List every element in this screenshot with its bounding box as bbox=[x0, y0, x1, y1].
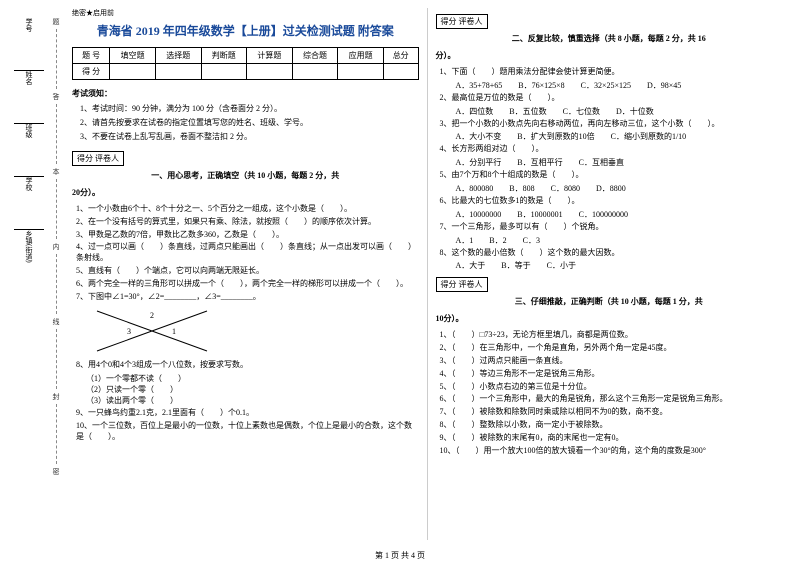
question: 3、（ ）过两点只能画一条直线。 bbox=[440, 356, 783, 367]
score-table: 题 号 填空题 选择题 判断题 计算题 综合题 应用题 总分 得 分 bbox=[72, 47, 419, 80]
section-3-tail: 10分）。 bbox=[436, 313, 783, 324]
question: 5、直线有（ ）个端点，它可以向两端无限延长。 bbox=[76, 266, 419, 277]
notice-heading: 考试须知： bbox=[72, 88, 419, 99]
options: A．分别平行 B．互相平行 C．互相垂直 bbox=[456, 157, 783, 168]
score-mini-box: 得分 评卷人 bbox=[436, 14, 488, 29]
gutter-label: 班级 bbox=[24, 124, 34, 138]
question: 3、把一个小数的小数点先向右移动两位，再向左移动三位，这个小数（ ）。 bbox=[440, 119, 783, 130]
angle-diagram: 3 2 1 bbox=[92, 306, 212, 356]
score-mini-box: 得分 评卷人 bbox=[72, 151, 124, 166]
section-1-title: 一、用心思考，正确填空（共 10 小题，每题 2 分，共 bbox=[72, 170, 419, 181]
question: 8、这个数的最小倍数（ ）这个数的最大因数。 bbox=[440, 248, 783, 259]
rule-item: 2、请首先按要求在试卷的指定位置填写您的姓名、班级、学号。 bbox=[80, 117, 419, 128]
question: 7、下图中∠1=30°，∠2=________，∠3=________。 bbox=[76, 292, 419, 303]
question: 9、（ ）被除数的末尾有0，商的末尾也一定有0。 bbox=[440, 433, 783, 444]
question: 8、用4个0和4个3组成一个八位数，按要求写数。 bbox=[76, 360, 419, 371]
options: A．四位数 B．五位数 C．七位数 D．十位数 bbox=[456, 106, 783, 117]
gutter-label: 学校 bbox=[24, 177, 34, 191]
seal-line: 题 答 本 内 线 封 密 bbox=[48, 8, 64, 540]
exam-title: 青海省 2019 年四年级数学【上册】过关检测试题 附答案 bbox=[72, 22, 419, 39]
question: 6、比最大的七位数多1的数是（ ）。 bbox=[440, 196, 783, 207]
question: 5、由7个万和8个十组成的数是（ ）。 bbox=[440, 170, 783, 181]
gutter-label: 乡镇(街道) bbox=[24, 230, 34, 263]
sub-question: （1）一个零都不读（ ） bbox=[86, 373, 419, 384]
sub-question: （3）读出两个零（ ） bbox=[86, 395, 419, 406]
left-column: 绝密★启用前 青海省 2019 年四年级数学【上册】过关检测试题 附答案 题 号… bbox=[64, 8, 428, 540]
question: 10、一个三位数，百位上是最小的一位数，十位上素数也是偶数，个位上是最小的合数，… bbox=[76, 421, 419, 443]
question: 7、（ ）被除数和除数同时乘或除以相同不为0的数，商不变。 bbox=[440, 407, 783, 418]
question: 9、一只蜂鸟约重2.1克，2.1里面有（ ）个0.1。 bbox=[76, 408, 419, 419]
question: 6、两个完全一样的三角形可以拼成一个（ ），两个完全一样的梯形可以拼成一个（ ）… bbox=[76, 279, 419, 290]
question: 1、一个小数由6个十、8个十分之一、5个百分之一组成，这个小数是（ ）。 bbox=[76, 204, 419, 215]
svg-text:1: 1 bbox=[172, 327, 176, 336]
question: 10、（ ）用一个放大100倍的放大镜看一个30°的角，这个角的度数是300° bbox=[440, 446, 783, 457]
question: 4、过一点可以画（ ）条直线，过两点只能画出（ ）条直线；从一点出发可以画（ ）… bbox=[76, 242, 419, 264]
section-1-tail: 20分）。 bbox=[72, 187, 419, 198]
options: A．800080 B．808 C．8080 D．8800 bbox=[456, 183, 783, 194]
question: 8、（ ）整数除以小数，商一定小于被除数。 bbox=[440, 420, 783, 431]
options: A．1 B．2 C．3 bbox=[456, 235, 783, 246]
question: 5、（ ）小数点右边的第三位是十分位。 bbox=[440, 382, 783, 393]
page-footer: 第 1 页 共 4 页 bbox=[0, 550, 800, 561]
options: A．35+78+65 B．76×125×8 C．32×25×125 D．98×4… bbox=[456, 80, 783, 91]
sub-question: （2）只读一个零（ ） bbox=[86, 384, 419, 395]
right-column: 得分 评卷人 二、反复比较，慎重选择（共 8 小题，每题 2 分，共 16 分）… bbox=[428, 8, 791, 540]
options: A．10000000 B．10000001 C．100000000 bbox=[456, 209, 783, 220]
section-2-tail: 分）。 bbox=[436, 50, 783, 61]
score-mini-box: 得分 评卷人 bbox=[436, 277, 488, 292]
options: A．大小不变 B．扩大到原数的10倍 C．缩小到原数的1/10 bbox=[456, 131, 783, 142]
question: 2、（ ）在三角形中，一个角是直角，另外两个角一定是45度。 bbox=[440, 343, 783, 354]
section-2-title: 二、反复比较，慎重选择（共 8 小题，每题 2 分，共 16 bbox=[436, 33, 783, 44]
question: 6、（ ）一个三角形中，最大的角是锐角，那么这个三角形一定是锐角三角形。 bbox=[440, 394, 783, 405]
question: 2、在一个没有括号的算式里，如果只有乘、除法，就按照（ ）的顺序依次计算。 bbox=[76, 217, 419, 228]
gutter-label: 学号 bbox=[24, 18, 34, 32]
confidential-mark: 绝密★启用前 bbox=[72, 8, 419, 18]
section-3-title: 三、仔细推敲，正确判断（共 10 小题，每题 1 分，共 bbox=[436, 296, 783, 307]
question: 7、一个三角形，最多可以有（ ）个锐角。 bbox=[440, 222, 783, 233]
svg-text:3: 3 bbox=[127, 327, 131, 336]
binding-gutter: 学号 姓名 班级 学校 乡镇(街道) bbox=[10, 8, 48, 540]
question: 4、长方形两组对边（ ）。 bbox=[440, 144, 783, 155]
gutter-label: 姓名 bbox=[24, 71, 34, 85]
question: 4、（ ）等边三角形不一定是锐角三角形。 bbox=[440, 369, 783, 380]
question: 2、最高位是万位的数是（ ）。 bbox=[440, 93, 783, 104]
question: 3、甲数是乙数的7倍，甲数比乙数多360，乙数是（ ）。 bbox=[76, 230, 419, 241]
options: A．大于 B．等于 C．小于 bbox=[456, 260, 783, 271]
rule-item: 3、不要在试卷上乱写乱画，卷面不整洁扣 2 分。 bbox=[80, 131, 419, 142]
svg-text:2: 2 bbox=[150, 311, 154, 320]
question: 1、（ ）□73÷23，无论方框里填几，商都是两位数。 bbox=[440, 330, 783, 341]
rule-item: 1、考试时间：90 分钟，满分为 100 分（含卷面分 2 分）。 bbox=[80, 103, 419, 114]
question: 1、下面（ ）题用乘法分配律会使计算更简便。 bbox=[440, 67, 783, 78]
